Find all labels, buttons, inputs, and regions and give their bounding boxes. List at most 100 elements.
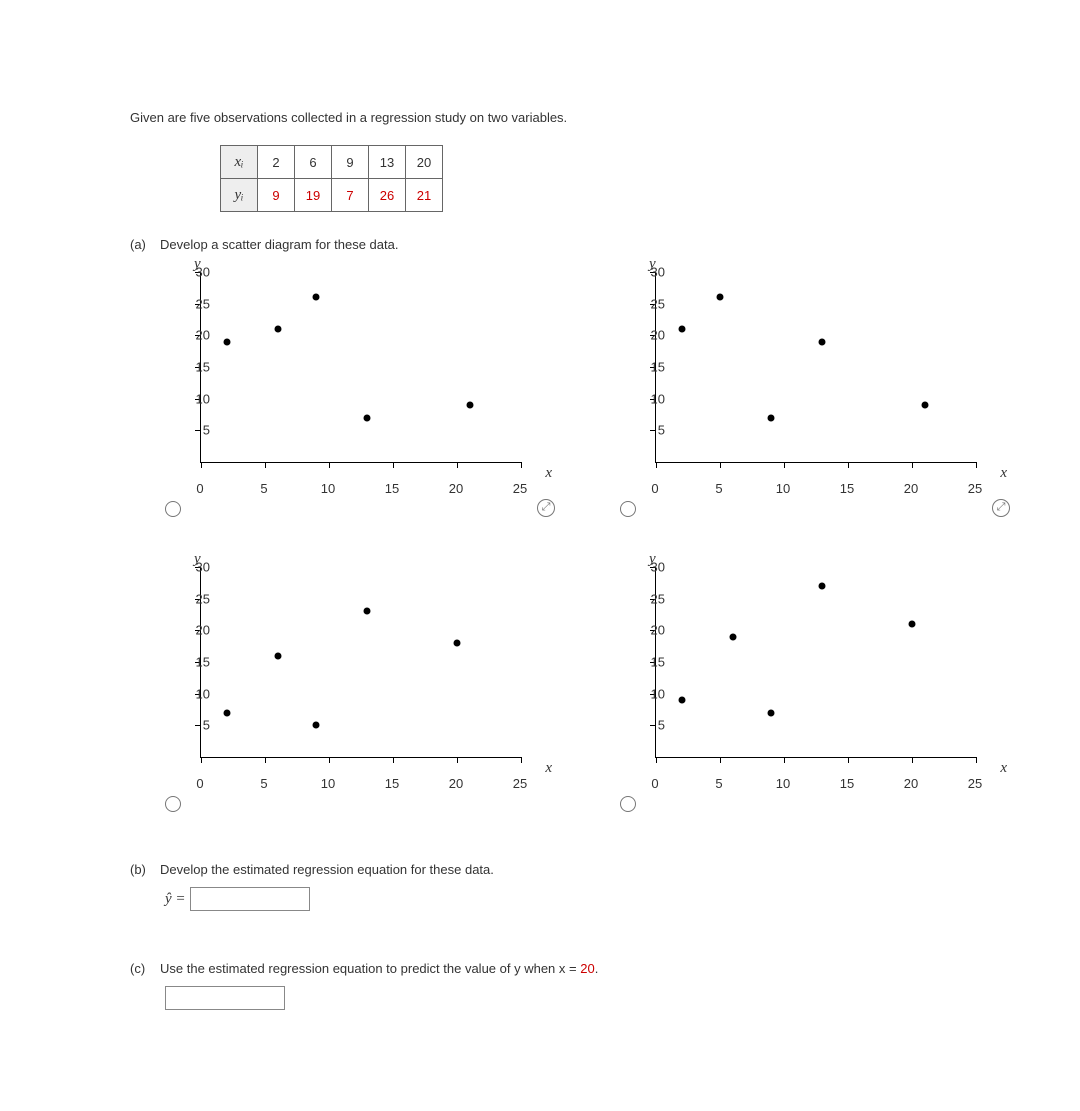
- x-tick-label: 15: [840, 776, 854, 791]
- y-tick-label: 5: [203, 718, 210, 733]
- scatter-chart-4: yx510152025300510152025: [615, 557, 995, 787]
- x-tick-label: 25: [968, 776, 982, 791]
- y-tick-label: 30: [651, 560, 665, 575]
- yhat-label: ŷ =: [165, 891, 186, 908]
- y-tick-label: 10: [651, 686, 665, 701]
- scatter-point: [466, 402, 473, 409]
- scatter-point: [768, 414, 775, 421]
- y-tick-label: 25: [651, 296, 665, 311]
- y-tick-label: 20: [651, 623, 665, 638]
- part-c-label: (c)Use the estimated regression equation…: [130, 961, 1020, 976]
- x-cell: 13: [369, 146, 406, 179]
- scatter-options-grid: yx510152025300510152025 ⤢ yx510152025300…: [160, 262, 1020, 812]
- y-tick-label: 15: [651, 360, 665, 375]
- data-table: xᵢ 2 6 9 13 20 yᵢ 9 19 7 26 21: [220, 145, 443, 212]
- x-tick-label: 5: [260, 481, 267, 496]
- y-cell: 9: [258, 179, 295, 212]
- row-x-header: xᵢ: [221, 146, 258, 179]
- scatter-point: [768, 709, 775, 716]
- x-tick-label: 20: [449, 776, 463, 791]
- y-tick-label: 30: [651, 265, 665, 280]
- scatter-chart-2: yx510152025300510152025: [615, 262, 995, 492]
- x-tick-label: 5: [715, 776, 722, 791]
- y-tick-label: 20: [196, 328, 210, 343]
- zoom-icon[interactable]: ⤢: [537, 499, 555, 517]
- x-tick-label: 5: [715, 481, 722, 496]
- y-tick-label: 25: [651, 591, 665, 606]
- x-cell: 2: [258, 146, 295, 179]
- prediction-input[interactable]: [165, 986, 285, 1010]
- x-tick-label: 25: [968, 481, 982, 496]
- part-b-label: (b)Develop the estimated regression equa…: [130, 862, 1020, 877]
- x-cell: 20: [406, 146, 443, 179]
- scatter-point: [678, 697, 685, 704]
- regression-equation-input[interactable]: [190, 887, 310, 911]
- scatter-point: [678, 326, 685, 333]
- scatter-point: [313, 294, 320, 301]
- scatter-point: [717, 294, 724, 301]
- x-tick-label: 25: [513, 481, 527, 496]
- scatter-point: [921, 402, 928, 409]
- x-tick-label: 15: [385, 776, 399, 791]
- y-tick-label: 15: [196, 655, 210, 670]
- x-axis-label: x: [545, 760, 552, 777]
- scatter-point: [909, 621, 916, 628]
- scatter-point: [819, 583, 826, 590]
- y-tick-label: 5: [203, 423, 210, 438]
- y-cell: 26: [369, 179, 406, 212]
- x-tick-label: 10: [776, 776, 790, 791]
- y-cell: 21: [406, 179, 443, 212]
- x-tick-label: 10: [321, 776, 335, 791]
- scatter-point: [223, 338, 230, 345]
- x-tick-label: 0: [196, 776, 203, 791]
- row-y-header: yᵢ: [221, 179, 258, 212]
- y-tick-label: 30: [196, 265, 210, 280]
- y-tick-label: 10: [196, 686, 210, 701]
- x-cell: 9: [332, 146, 369, 179]
- y-tick-label: 20: [196, 623, 210, 638]
- y-cell: 19: [295, 179, 332, 212]
- x-axis-label: x: [1000, 465, 1007, 482]
- y-tick-label: 15: [651, 655, 665, 670]
- option-2-radio[interactable]: [620, 501, 636, 517]
- y-tick-label: 20: [651, 328, 665, 343]
- scatter-point: [364, 414, 371, 421]
- y-tick-label: 10: [651, 391, 665, 406]
- x-axis-label: x: [1000, 760, 1007, 777]
- x-tick-label: 25: [513, 776, 527, 791]
- y-tick-label: 10: [196, 391, 210, 406]
- scatter-point: [819, 338, 826, 345]
- scatter-chart-3: yx510152025300510152025: [160, 557, 540, 787]
- option-3-radio[interactable]: [165, 796, 181, 812]
- x-cell: 6: [295, 146, 332, 179]
- scatter-point: [274, 652, 281, 659]
- x-tick-label: 20: [449, 481, 463, 496]
- y-tick-label: 15: [196, 360, 210, 375]
- scatter-point: [364, 608, 371, 615]
- x-axis-label: x: [545, 465, 552, 482]
- scatter-point: [274, 326, 281, 333]
- x-tick-label: 0: [651, 776, 658, 791]
- option-4-radio[interactable]: [620, 796, 636, 812]
- y-tick-label: 25: [196, 296, 210, 311]
- x-tick-label: 15: [385, 481, 399, 496]
- y-tick-label: 5: [658, 718, 665, 733]
- scatter-point: [313, 722, 320, 729]
- scatter-chart-1: yx510152025300510152025: [160, 262, 540, 492]
- y-tick-label: 25: [196, 591, 210, 606]
- intro-text: Given are five observations collected in…: [130, 110, 1020, 125]
- x-tick-label: 10: [776, 481, 790, 496]
- x-tick-label: 10: [321, 481, 335, 496]
- y-tick-label: 5: [658, 423, 665, 438]
- zoom-icon[interactable]: ⤢: [992, 499, 1010, 517]
- x-tick-label: 20: [904, 776, 918, 791]
- x-tick-label: 0: [651, 481, 658, 496]
- x-tick-label: 0: [196, 481, 203, 496]
- part-a-label: (a)Develop a scatter diagram for these d…: [130, 237, 1020, 252]
- x-tick-label: 5: [260, 776, 267, 791]
- y-tick-label: 30: [196, 560, 210, 575]
- scatter-point: [454, 640, 461, 647]
- scatter-point: [223, 709, 230, 716]
- option-1-radio[interactable]: [165, 501, 181, 517]
- x-tick-label: 20: [904, 481, 918, 496]
